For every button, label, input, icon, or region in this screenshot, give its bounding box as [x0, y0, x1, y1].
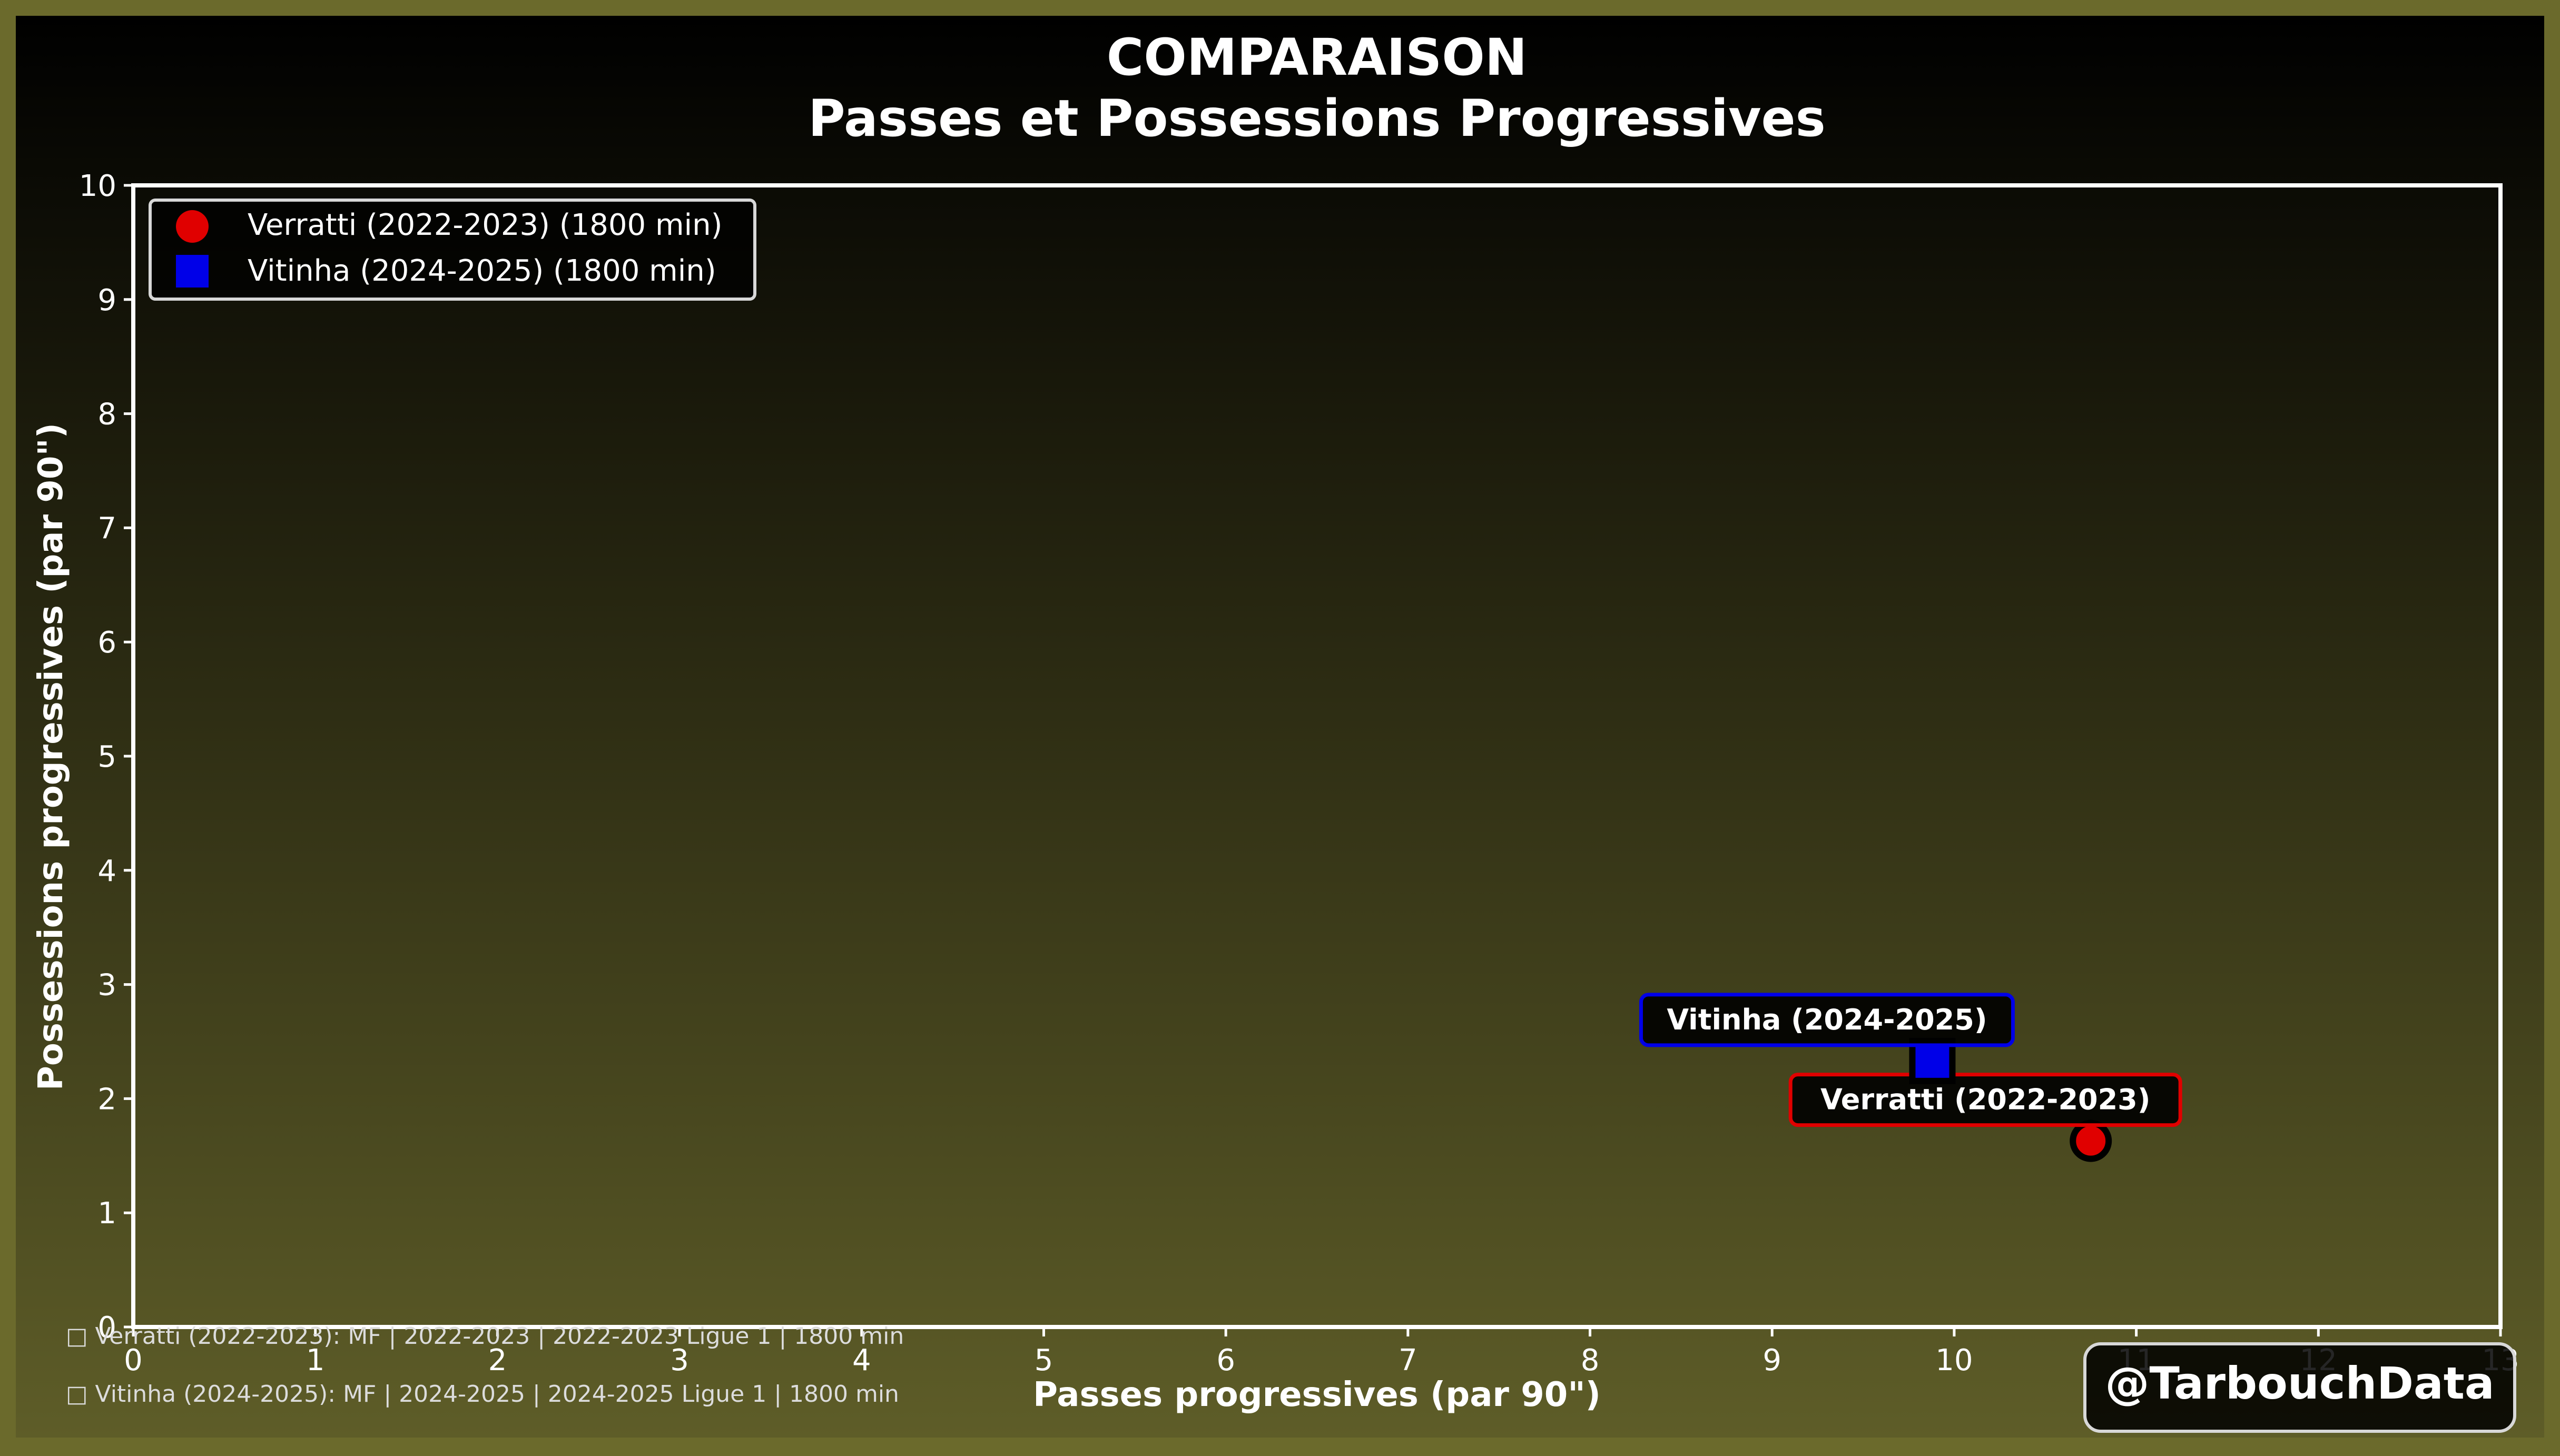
legend-marker-verratti: [176, 210, 209, 243]
y-tick-label: 4: [97, 854, 116, 888]
chart-title-line2: Passes et Possessions Progressives: [808, 89, 1826, 148]
x-tick-label: 5: [1035, 1343, 1053, 1378]
x-axis-label: Passes progressives (par 90"): [1033, 1375, 1601, 1414]
watermark: @TarbouchData: [2083, 1342, 2516, 1433]
x-tick-label: 4: [852, 1343, 871, 1378]
annotation-label-verratti: Verratti (2022-2023): [1820, 1083, 2150, 1116]
annotation-label-vitinha: Vitinha (2024-2025): [1667, 1003, 1987, 1036]
y-tick-label: 3: [97, 968, 116, 1003]
y-tick-label: 0: [97, 1311, 116, 1345]
x-tick-label: 9: [1763, 1343, 1781, 1378]
chart-title-line1: COMPARAISON: [1107, 28, 1527, 87]
x-tick-label: 0: [124, 1343, 143, 1378]
legend-label-verratti: Verratti (2022-2023) (1800 min): [248, 208, 722, 242]
y-tick-label: 6: [97, 626, 116, 660]
annotation-box-verratti: [1788, 1073, 2182, 1127]
y-tick-label: 1: [97, 1196, 116, 1231]
x-tick-label: 2: [488, 1343, 507, 1378]
watermark-box: [2083, 1342, 2516, 1433]
y-tick-label: 5: [97, 740, 116, 774]
legend-box: [149, 199, 756, 301]
x-tick-label: 10: [1935, 1343, 1973, 1378]
x-tick-label: 8: [1581, 1343, 1600, 1378]
legend-label-vitinha: Vitinha (2024-2025) (1800 min): [248, 254, 716, 288]
y-tick-label: 7: [97, 511, 116, 546]
y-tick-label: 10: [79, 169, 116, 203]
x-tick-label: 6: [1216, 1343, 1235, 1378]
legend: Verratti (2022-2023) (1800 min) Vitinha …: [149, 199, 756, 301]
y-tick-label: 8: [97, 398, 116, 432]
watermark-text: @TarbouchData: [2105, 1358, 2494, 1409]
x-tick-label: 1: [306, 1343, 325, 1378]
data-point-verratti: [2070, 1120, 2112, 1162]
annotation-box-vitinha: [1639, 993, 2015, 1047]
y-axis-label: Possessions progressives (par 90"): [32, 423, 71, 1091]
footnote-vitinha: □ Vitinha (2024-2025): MF | 2024-2025 | …: [66, 1381, 899, 1408]
y-tick-label: 9: [97, 283, 116, 318]
x-tick-label: 3: [670, 1343, 689, 1378]
x-tick-label: 7: [1399, 1343, 1417, 1378]
y-tick-label: 2: [97, 1082, 116, 1116]
plot-area: 012345678910111213012345678910Verratti (…: [79, 169, 2519, 1378]
footnote-verratti: □ Verratti (2022-2023): MF | 2022-2023 |…: [66, 1323, 904, 1350]
legend-marker-vitinha: [176, 255, 209, 288]
